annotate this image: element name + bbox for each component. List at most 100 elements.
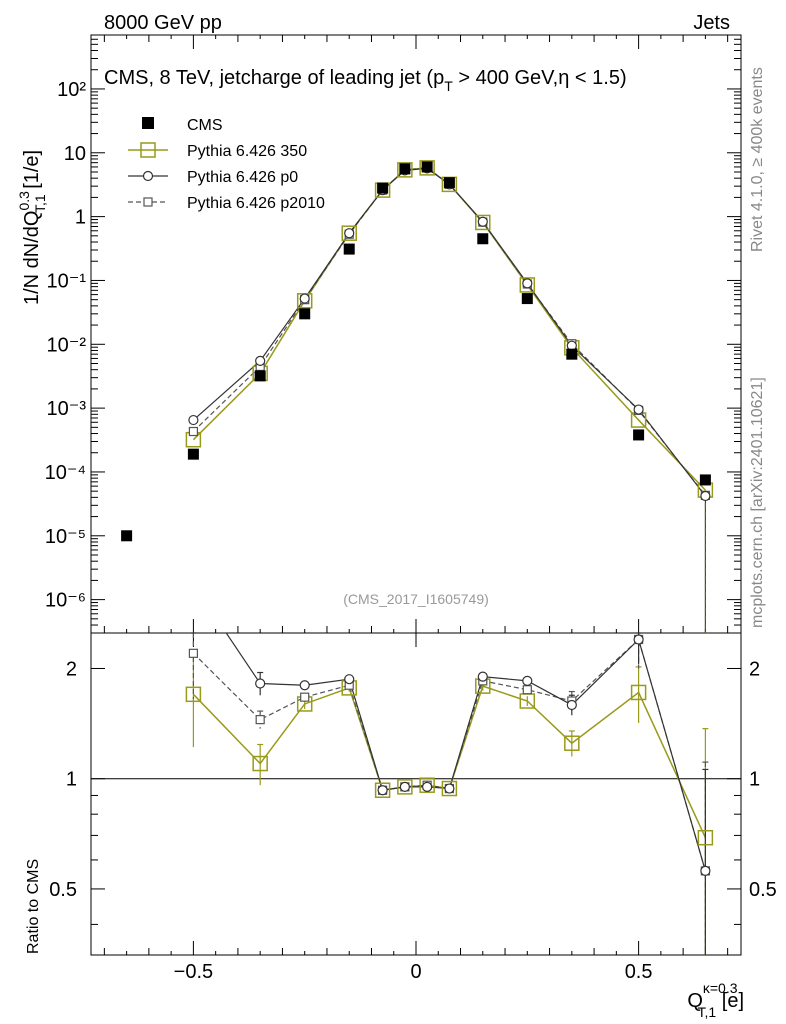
ratio-series-line <box>192 638 706 872</box>
y-tick-label: 10⁻⁴ <box>45 462 86 484</box>
ratio-tick-label-right: 0.5 <box>749 879 777 901</box>
series-line <box>192 167 706 497</box>
legend-marker-p0 <box>142 170 154 182</box>
y-label-sub: T,1 <box>32 194 48 213</box>
ratio-marker-pythia-p2010 <box>188 648 198 658</box>
y-tick-label: 1 <box>75 207 86 229</box>
ratio-marker-pythia-p0 <box>377 785 388 796</box>
marker-cms <box>399 163 411 175</box>
ratio-marker-pythia-p0 <box>344 674 355 685</box>
marker-pythia-p0 <box>522 278 533 289</box>
ratio-marker-pythia-350 <box>397 779 413 795</box>
ratio-marker-pythia-p0 <box>477 671 488 682</box>
x-tick-label: 0 <box>410 961 421 983</box>
series-line <box>192 167 706 496</box>
y-tick-label: 10⁻¹ <box>47 270 87 292</box>
marker-cms <box>254 370 266 382</box>
ratio-marker-pythia-350 <box>564 735 580 751</box>
ratio-marker-pythia-p0 <box>566 699 577 711</box>
ratio-marker-pythia-p2010 <box>522 685 532 695</box>
x-axis-label: Qκ=0.3 T,1 [e] <box>687 980 744 1020</box>
marker-cms <box>699 474 711 486</box>
ratio-marker-pythia-p0 <box>444 783 455 794</box>
x-tick-label: 0.5 <box>625 961 653 983</box>
x-label-main: Q <box>687 990 703 1012</box>
top-axis-ticks: 10⁻⁶ 10⁻⁵ 10⁻⁴ 10⁻³ 10⁻² 10⁻¹ 1 10 10² <box>45 34 741 634</box>
ratio-marker-pythia-p0 <box>522 675 533 686</box>
plot-title-sub: T <box>444 78 453 94</box>
marker-pythia-p0 <box>344 228 355 239</box>
y-label-suffix: [1/e] <box>21 150 43 194</box>
series-line <box>192 167 706 491</box>
y-label-prefix: 1/N dN/dQ <box>21 211 43 305</box>
y-label-sup: 0.3 <box>16 191 32 211</box>
ratio-marker-pythia-p0 <box>700 865 711 877</box>
marker-cms <box>343 243 355 255</box>
marker-pythia-350 <box>519 277 536 293</box>
x-label-sub: T,1 <box>698 1004 717 1020</box>
ratio-marker-pythia-p0 <box>422 781 433 792</box>
plot-title-suffix: > 400 GeV,η < 1.5) <box>453 67 627 89</box>
legend: CMS Pythia 6.426 350 Pythia 6.426 p0 Pyt… <box>128 117 325 212</box>
ratio-marker-pythia-350 <box>441 780 458 797</box>
ratio-series-line <box>225 633 706 872</box>
legend-label-cms: CMS <box>187 117 223 134</box>
x-label-suffix: [e] <box>716 990 744 1012</box>
ratio-tick-label: 0.5 <box>49 879 77 901</box>
ratio-tick-label-right: 1 <box>749 769 760 791</box>
x-tick-label: −0.5 <box>174 961 213 983</box>
marker-cms <box>566 348 578 360</box>
marker-cms <box>633 429 645 441</box>
marker-cms <box>443 177 455 189</box>
ratio-tick-label: 1 <box>66 769 77 791</box>
marker-pythia-p0 <box>477 216 488 227</box>
legend-marker-p350 <box>140 142 156 158</box>
y-tick-label: 10 <box>64 143 86 165</box>
legend-label-p0: Pythia 6.426 p0 <box>187 169 298 186</box>
side-text-mcplots: mcplots.cern.ch [arXiv:2401.10621] <box>749 377 766 628</box>
ratio-tick-label-right: 2 <box>749 658 760 680</box>
legend-marker-p2010 <box>143 197 153 207</box>
marker-pythia-350 <box>397 162 413 178</box>
ratio-marker-pythia-p0 <box>399 781 410 792</box>
marker-pythia-p0 <box>700 490 711 502</box>
plot-title-prefix: CMS, 8 TeV, jetcharge of leading jet (p <box>104 67 444 89</box>
ratio-marker-pythia-p2010 <box>255 715 265 725</box>
legend-label-p2010: Pythia 6.426 p2010 <box>187 195 325 212</box>
y-tick-label: 10⁻² <box>47 334 87 356</box>
analysis-watermark: (CMS_2017_I1605749) <box>343 591 489 607</box>
ratio-marker-pythia-p0 <box>255 678 266 689</box>
ratio-series-line <box>192 685 707 839</box>
marker-cms <box>299 308 311 320</box>
y-tick-label: 10² <box>57 79 86 101</box>
marker-pythia-350 <box>419 160 435 176</box>
header-right: Jets <box>693 12 730 34</box>
marker-pythia-350 <box>341 225 357 241</box>
ratio-marker-pythia-350 <box>630 684 647 701</box>
marker-cms <box>421 161 433 173</box>
ratio-marker-pythia-350 <box>374 782 391 798</box>
marker-cms <box>187 448 199 460</box>
ratio-marker-pythia-350 <box>419 777 435 793</box>
ratio-marker-pythia-p0 <box>633 634 644 645</box>
y-tick-label: 10⁻³ <box>47 398 87 420</box>
header-left: 8000 GeV pp <box>104 12 222 34</box>
ratio-tick-label: 2 <box>66 658 77 680</box>
ratio-axis-ticks: 0.5 0.5 1 1 2 2 <box>49 658 777 925</box>
legend-label-p350: Pythia 6.426 350 <box>187 143 307 160</box>
ratio-marker-pythia-350 <box>185 686 202 703</box>
ratio-marker-pythia-p0 <box>299 680 310 691</box>
marker-cms <box>521 293 533 305</box>
marker-cms <box>377 182 389 194</box>
x-axis-ticks: −0.5 0 0.5 <box>103 35 729 983</box>
legend-marker-cms <box>142 117 154 129</box>
marker-pythia-p2010 <box>188 426 198 437</box>
marker-pythia-p0 <box>255 355 266 366</box>
marker-pythia-p0 <box>299 293 310 304</box>
marker-pythia-p0 <box>188 414 199 426</box>
marker-pythia-350 <box>475 214 491 231</box>
marker-cms <box>477 233 489 245</box>
ratio-marker-pythia-p2010 <box>300 692 310 702</box>
main-panel-series <box>121 160 714 633</box>
